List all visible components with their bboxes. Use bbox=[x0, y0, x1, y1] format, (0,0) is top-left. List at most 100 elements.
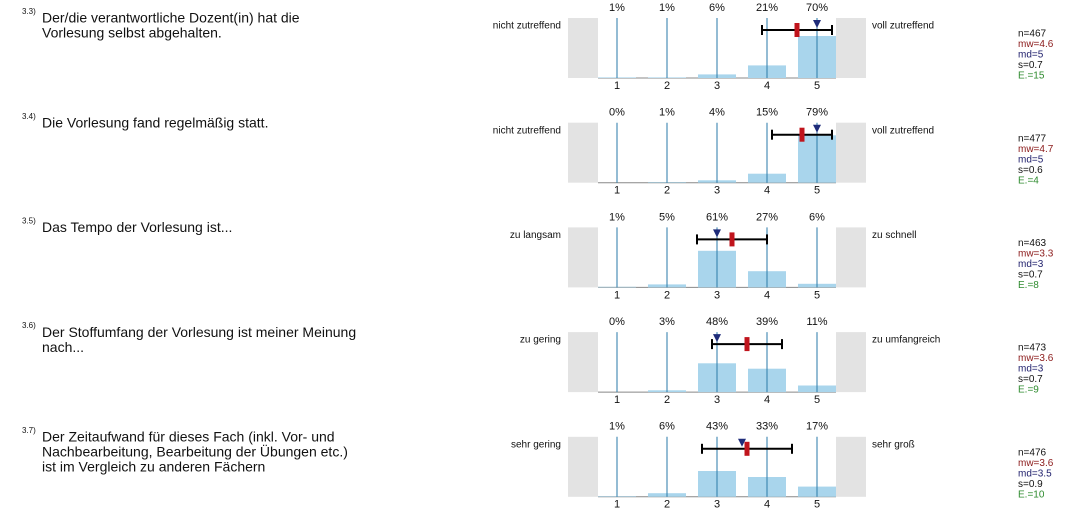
value-label: 1% bbox=[609, 211, 625, 223]
category-label: 4 bbox=[764, 394, 770, 406]
category-label: 1 bbox=[614, 289, 620, 301]
stat: n=476 bbox=[1018, 447, 1047, 458]
median-marker bbox=[738, 438, 746, 447]
left-box bbox=[568, 18, 598, 78]
right-box bbox=[836, 332, 866, 393]
value-label: 61% bbox=[706, 211, 728, 223]
value-label: 39% bbox=[756, 316, 778, 328]
value-label: 5% bbox=[659, 211, 675, 223]
stat: md=3.5 bbox=[1018, 468, 1052, 479]
median-marker bbox=[813, 124, 821, 133]
stat: n=477 bbox=[1018, 133, 1047, 144]
question-text: Der Stoffumfang der Vorlesung ist meiner… bbox=[42, 324, 356, 340]
value-label: 43% bbox=[706, 421, 728, 433]
right-label: voll zutreffend bbox=[872, 125, 934, 136]
mean-marker bbox=[744, 337, 750, 352]
right-label: sehr groß bbox=[872, 439, 915, 450]
left-box bbox=[568, 436, 598, 497]
stat: E.=9 bbox=[1018, 385, 1039, 396]
value-label: 4% bbox=[709, 107, 725, 119]
right-label: voll zutreffend bbox=[872, 21, 934, 32]
median-marker bbox=[713, 229, 721, 238]
category-label: 2 bbox=[664, 499, 670, 511]
question-text: Die Vorlesung fand regelmäßig statt. bbox=[42, 114, 268, 130]
question-text: nach... bbox=[42, 339, 84, 355]
category-label: 1 bbox=[614, 185, 620, 197]
stat: E.=10 bbox=[1018, 489, 1045, 500]
value-label: 33% bbox=[756, 421, 778, 433]
category-label: 5 bbox=[814, 185, 820, 197]
category-label: 2 bbox=[664, 289, 670, 301]
category-label: 3 bbox=[714, 394, 720, 406]
value-label: 11% bbox=[806, 316, 827, 328]
stat: s=0.7 bbox=[1018, 270, 1043, 281]
value-label: 0% bbox=[609, 107, 625, 119]
value-label: 1% bbox=[659, 2, 675, 14]
left-box bbox=[568, 227, 598, 288]
stat: md=5 bbox=[1018, 50, 1044, 61]
category-label: 5 bbox=[814, 80, 820, 92]
category-label: 3 bbox=[714, 185, 720, 197]
stat: n=463 bbox=[1018, 238, 1047, 249]
question-number: 3.7) bbox=[22, 426, 36, 435]
right-label: zu schnell bbox=[872, 230, 916, 241]
value-label: 70% bbox=[806, 2, 828, 14]
stat: mw=3.6 bbox=[1018, 353, 1054, 364]
category-label: 3 bbox=[714, 499, 720, 511]
stat: n=467 bbox=[1018, 29, 1047, 40]
value-label: 6% bbox=[709, 2, 725, 14]
value-label: 0% bbox=[609, 316, 625, 328]
mean-marker bbox=[794, 23, 800, 37]
left-label: zu langsam bbox=[510, 230, 561, 241]
stat: s=0.7 bbox=[1018, 374, 1043, 385]
category-label: 3 bbox=[714, 289, 720, 301]
category-label: 1 bbox=[614, 394, 620, 406]
left-label: sehr gering bbox=[511, 439, 561, 450]
category-label: 5 bbox=[814, 289, 820, 301]
value-label: 6% bbox=[809, 211, 825, 223]
left-box bbox=[568, 332, 598, 393]
right-box bbox=[836, 122, 866, 183]
median-marker bbox=[813, 20, 821, 28]
stat: E.=15 bbox=[1018, 71, 1045, 82]
question-text: Der/die verantwortliche Dozent(in) hat d… bbox=[42, 10, 300, 26]
left-box bbox=[568, 122, 598, 183]
question-text: ist im Vergleich zu anderen Fächern bbox=[42, 459, 265, 475]
right-box bbox=[836, 227, 866, 288]
left-label: zu gering bbox=[520, 335, 561, 346]
right-box bbox=[836, 436, 866, 497]
category-label: 3 bbox=[714, 80, 720, 92]
right-box bbox=[836, 18, 866, 78]
value-label: 15% bbox=[756, 107, 778, 119]
right-label: zu umfangreich bbox=[872, 335, 940, 346]
value-label: 6% bbox=[659, 421, 675, 433]
mean-marker bbox=[799, 127, 805, 142]
median-marker bbox=[713, 334, 721, 343]
stat: mw=4.6 bbox=[1018, 39, 1054, 50]
mean-marker bbox=[744, 441, 750, 456]
value-label: 1% bbox=[609, 421, 625, 433]
question-text: Vorlesung selbst abgehalten. bbox=[42, 25, 222, 41]
value-label: 21% bbox=[756, 2, 778, 14]
stat: s=0.7 bbox=[1018, 60, 1043, 71]
value-label: 17% bbox=[806, 421, 828, 433]
category-label: 1 bbox=[614, 80, 620, 92]
stat: md=3 bbox=[1018, 259, 1044, 270]
category-label: 4 bbox=[764, 289, 770, 301]
category-label: 5 bbox=[814, 394, 820, 406]
value-label: 1% bbox=[609, 2, 625, 14]
left-label: nicht zutreffend bbox=[493, 21, 561, 32]
stat: E.=8 bbox=[1018, 280, 1039, 291]
category-label: 4 bbox=[764, 185, 770, 197]
category-label: 4 bbox=[764, 499, 770, 511]
question-number: 3.6) bbox=[22, 321, 36, 330]
mean-marker bbox=[729, 232, 735, 247]
stat: s=0.9 bbox=[1018, 479, 1043, 490]
value-label: 48% bbox=[706, 316, 728, 328]
question-text: Nachbearbeitung, Bearbeitung der Übungen… bbox=[42, 443, 348, 460]
question-number: 3.3) bbox=[22, 7, 36, 16]
left-label: nicht zutreffend bbox=[493, 125, 561, 136]
category-label: 2 bbox=[664, 80, 670, 92]
value-label: 27% bbox=[756, 211, 778, 223]
